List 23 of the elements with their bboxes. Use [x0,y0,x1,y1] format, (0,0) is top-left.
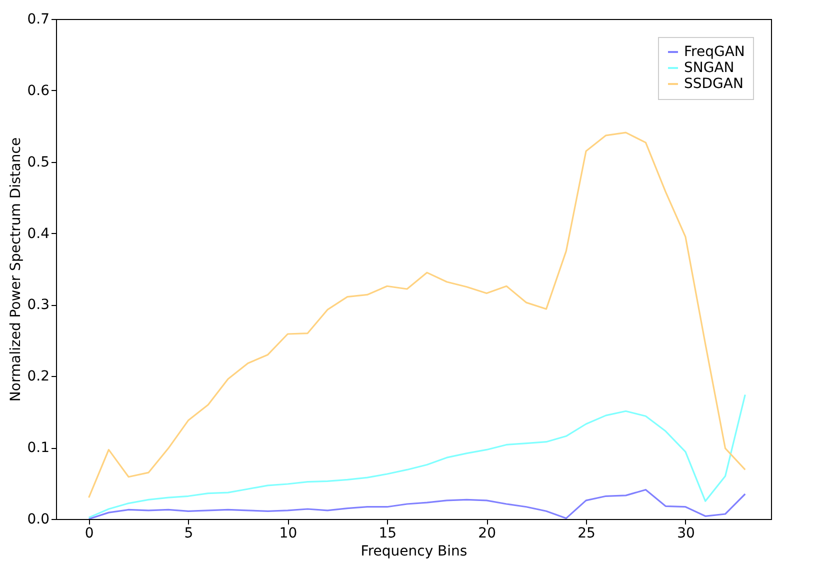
y-tick-label: 0.5 [27,154,50,170]
x-tick-label: 20 [478,526,496,542]
y-tick-label: 0.2 [27,368,50,385]
x-tick-label: 0 [84,526,94,542]
legend-label: SNGAN [684,60,734,76]
x-tick-label: 25 [578,526,596,542]
line-series [88,394,746,518]
line-series [88,132,746,498]
y-tick-label: 0.4 [27,226,50,242]
y-tick-label: 0.7 [27,12,50,28]
line-series [88,488,746,519]
legend-label: FreqGAN [684,44,745,60]
x-tick-label: 15 [378,526,397,542]
y-tick-label: 0.0 [27,512,50,528]
x-tick-label: 10 [279,526,298,542]
y-axis-title: Normalized Power Spectrum Distance [8,137,24,402]
x-tick-label: 30 [677,526,695,542]
x-tick-label: 5 [184,526,194,542]
y-tick-label: 0.3 [27,297,50,314]
y-tick-label: 0.6 [27,82,50,99]
x-axis-title: Frequency Bins [360,544,468,560]
legend-label: SSDGAN [684,76,744,92]
y-tick-label: 0.1 [27,440,50,456]
